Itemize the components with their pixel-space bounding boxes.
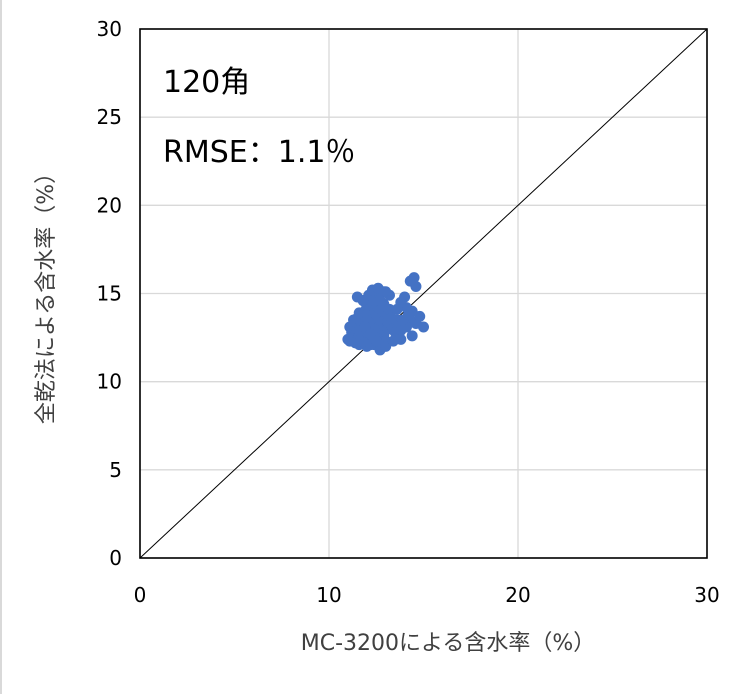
- plot-frame-group: [139, 28, 708, 559]
- y-tick-label: 0: [109, 546, 122, 570]
- tick-labels: 0 10 20 30 0 5 10 15 20 25 30: [97, 17, 720, 607]
- y-tick-label: 15: [97, 282, 122, 306]
- data-point: [378, 286, 390, 298]
- data-point: [406, 330, 418, 342]
- y-tick-label: 5: [109, 458, 122, 482]
- annotation-rmse: RMSE：1.1％: [163, 135, 355, 170]
- y-tick-label: 25: [97, 105, 122, 129]
- data-point: [370, 335, 382, 347]
- reference-line-group: [139, 28, 708, 559]
- annotation-sample-label: 120角: [163, 65, 250, 100]
- data-point: [414, 310, 426, 322]
- x-tick-label: 10: [316, 583, 341, 607]
- data-point: [402, 309, 414, 321]
- data-point: [395, 333, 407, 345]
- data-point: [391, 303, 403, 315]
- one-to-one-line: [139, 28, 708, 559]
- x-tick-label: 20: [505, 583, 530, 607]
- data-point: [374, 295, 386, 307]
- x-tick-label: 30: [694, 583, 719, 607]
- data-point: [418, 321, 429, 333]
- y-tick-label: 10: [97, 370, 122, 394]
- frame-left-border: [0, 0, 2, 694]
- data-points: [342, 272, 429, 356]
- x-axis-title: MC-3200による含水率（%）: [301, 631, 596, 656]
- y-axis-title: 全乾法による含水率（%）: [34, 162, 59, 424]
- data-point: [404, 275, 416, 287]
- x-tick-label: 0: [134, 583, 147, 607]
- plot-frame: [139, 28, 708, 559]
- y-tick-label: 20: [97, 193, 122, 217]
- y-tick-label: 30: [97, 17, 122, 41]
